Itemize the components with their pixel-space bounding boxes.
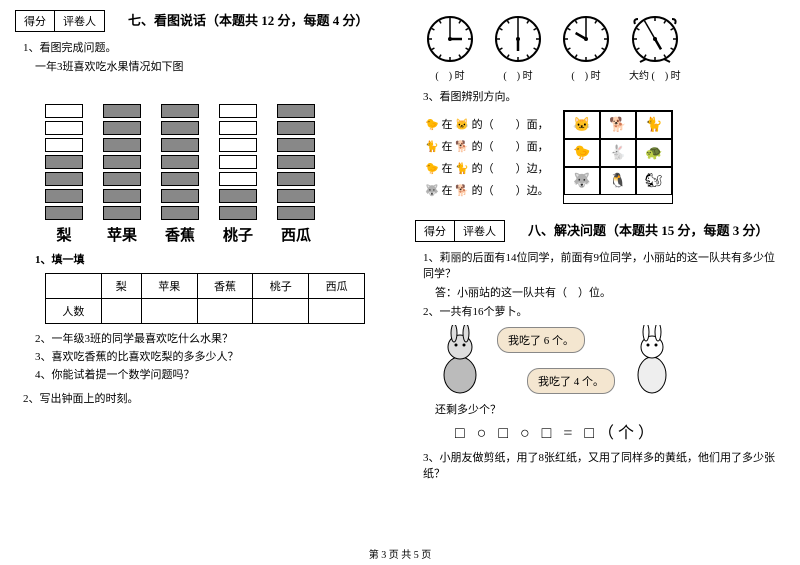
chart-bar xyxy=(103,206,141,220)
clock-item: ( ) 时 xyxy=(493,14,543,82)
chart-bar xyxy=(277,138,315,152)
chart-bar xyxy=(103,104,141,118)
score-label: 得分 xyxy=(416,221,455,241)
rabbit-left-icon xyxy=(435,325,485,395)
q8-1: 1、莉丽的后面有14位同学，前面有9位同学，小丽站的这一队共有多少位同学？ xyxy=(423,249,785,281)
score-box-7: 得分 评卷人 xyxy=(15,10,105,32)
grid-cell: 🐧 xyxy=(600,167,636,195)
q8-2a: 还剩多少个？ xyxy=(435,401,785,417)
clock-item: 大约 ( ) 时 xyxy=(629,14,681,82)
grid-cell: 🐿 xyxy=(636,167,672,195)
clocks-row: ( ) 时( ) 时( ) 时大约 ( ) 时 xyxy=(425,14,785,82)
q8-3: 3、小朋友做剪纸，用了8张红纸，又用了同样多的黄纸，他们用了多少张纸？ xyxy=(423,449,785,481)
grader-label: 评卷人 xyxy=(55,11,104,31)
section-7-title: 七、看图说话（本题共 12 分，每题 4 分） xyxy=(128,10,369,29)
clock-item: ( ) 时 xyxy=(425,14,475,82)
rabbit-right-icon xyxy=(627,325,677,395)
right-column: ( ) 时( ) 时( ) 时大约 ( ) 时 3、看图辨别方向。 🐤 在 🐱 … xyxy=(400,0,800,540)
q3: 3、看图辨别方向。 xyxy=(423,88,785,104)
q-s2: 2、一年级3班的同学最喜欢吃什么水果？ xyxy=(35,330,385,346)
chart-bar xyxy=(277,189,315,203)
grid-cell: 🐈 xyxy=(636,111,672,139)
speech-bubble-1: 我吃了 6 个。 xyxy=(497,327,585,353)
chart-bar xyxy=(45,189,83,203)
fruit-chart: 梨苹果香蕉桃子西瓜 xyxy=(45,80,385,245)
chart-bar xyxy=(161,206,199,220)
chart-bar xyxy=(219,121,257,135)
grid-cell: 🐺 xyxy=(564,167,600,195)
chart-bar xyxy=(277,206,315,220)
chart-label: 香蕉 xyxy=(161,224,199,245)
chart-bar xyxy=(161,104,199,118)
chart-bar xyxy=(45,172,83,186)
rabbit-row: 我吃了 6 个。 我吃了 4 个。 xyxy=(435,325,785,395)
clock-item: ( ) 时 xyxy=(561,14,611,82)
chart-bar xyxy=(45,206,83,220)
score-label: 得分 xyxy=(16,11,55,31)
direction-line: 🐈 在 🐕 的（ ）面， xyxy=(425,138,549,154)
fill-title: 1、填一填 xyxy=(35,251,385,267)
chart-bar xyxy=(219,138,257,152)
chart-bar xyxy=(45,121,83,135)
score-box-8: 得分 评卷人 xyxy=(415,220,505,242)
page-footer: 第 3 页 共 5 页 xyxy=(0,546,800,561)
shapes-equation: □ ○ □ ○ □ = □（个） xyxy=(455,419,785,443)
q8-2: 2、一共有16个萝卜。 xyxy=(423,303,785,319)
chart-bar xyxy=(219,189,257,203)
chart-bar xyxy=(161,138,199,152)
q8-1a: 答：小丽站的这一队共有（ ）位。 xyxy=(435,284,785,300)
left-column: 得分 评卷人 七、看图说话（本题共 12 分，每题 4 分） 1、看图完成问题。… xyxy=(0,0,400,540)
animals-block: 🐤 在 🐱 的（ ）面， 🐈 在 🐕 的（ ）面， 🐤 在 🐈 的（ ）边， 🐺 在 … xyxy=(425,110,785,204)
chart-bar xyxy=(103,138,141,152)
direction-line: 🐤 在 🐱 的（ ）面， xyxy=(425,116,549,132)
chart-bar xyxy=(219,155,257,169)
q2: 2、写出钟面上的时刻。 xyxy=(23,390,385,406)
q-s3: 3、喜欢吃香蕉的比喜欢吃梨的多多少人？ xyxy=(35,348,385,364)
grader-label: 评卷人 xyxy=(455,221,504,241)
direction-line: 🐤 在 🐈 的（ ）边， xyxy=(425,160,549,176)
chart-bar xyxy=(219,104,257,118)
grid-cell: 🐕 xyxy=(600,111,636,139)
chart-bar xyxy=(219,172,257,186)
chart-bar xyxy=(161,155,199,169)
chart-bar xyxy=(103,189,141,203)
grid-cell: 🐤 xyxy=(564,139,600,167)
fruit-table: 梨苹果香蕉桃子西瓜 人数 xyxy=(45,273,365,324)
grid-cell: 🐱 xyxy=(564,111,600,139)
chart-bar xyxy=(45,138,83,152)
animal-grid: 🐱🐕🐈 🐤🐇🐢 🐺🐧🐿 xyxy=(563,110,673,204)
chart-bar xyxy=(277,172,315,186)
chart-bar xyxy=(219,206,257,220)
chart-bar xyxy=(45,104,83,118)
grid-cell: 🐇 xyxy=(600,139,636,167)
section-8-title: 八、解决问题（本题共 15 分，每题 3 分） xyxy=(528,220,769,239)
chart-label: 苹果 xyxy=(103,224,141,245)
chart-label: 桃子 xyxy=(219,224,257,245)
chart-bar xyxy=(161,121,199,135)
chart-label: 梨 xyxy=(45,224,83,245)
direction-line: 🐺 在 🐕 的（ ）边。 xyxy=(425,182,549,198)
q1a: 一年3班喜欢吃水果情况如下图 xyxy=(35,58,385,74)
chart-bar xyxy=(277,155,315,169)
q1: 1、看图完成问题。 xyxy=(23,39,385,55)
chart-bar xyxy=(277,121,315,135)
chart-bar xyxy=(161,172,199,186)
chart-bar xyxy=(45,155,83,169)
grid-cell: 🐢 xyxy=(636,139,672,167)
chart-bar xyxy=(103,155,141,169)
chart-bar xyxy=(103,172,141,186)
speech-bubble-2: 我吃了 4 个。 xyxy=(527,368,615,394)
q-s4: 4、你能试着提一个数学问题吗？ xyxy=(35,366,385,382)
chart-label: 西瓜 xyxy=(277,224,315,245)
chart-bar xyxy=(103,121,141,135)
chart-bar xyxy=(161,189,199,203)
chart-bar xyxy=(277,104,315,118)
